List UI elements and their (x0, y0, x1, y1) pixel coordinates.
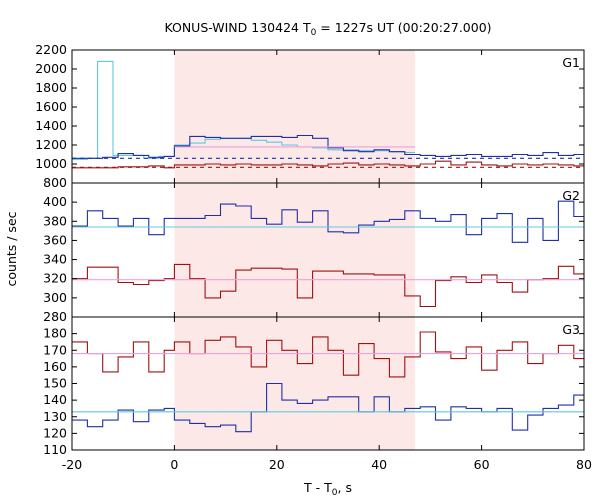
panel-series (72, 60, 584, 169)
y-tick-label: 800 (43, 175, 67, 190)
y-tick-label: 130 (43, 409, 67, 424)
y-tick-label: 140 (43, 392, 67, 407)
x-axis-label: T - T0, s (303, 480, 352, 498)
y-tick-label: 1000 (35, 156, 67, 171)
x-tick-label: 80 (576, 457, 592, 472)
y-tick-label: 160 (43, 359, 67, 374)
x-tick-label: -20 (62, 457, 82, 472)
x-tick-label: 0 (170, 457, 178, 472)
panel-g2: 280 300 320 340 360 380 400 G2 (43, 182, 585, 324)
y-tick-label: 170 (43, 342, 67, 357)
y-tick-label: 380 (43, 213, 67, 228)
panel-series (72, 200, 584, 308)
y-tick-label: 150 (43, 376, 67, 391)
x-tick-label: 40 (371, 457, 387, 472)
panel-label: G1 (562, 55, 580, 70)
y-tick-label: 2200 (35, 42, 67, 57)
y-tick-label: 1400 (35, 118, 67, 133)
y-tick-label: 340 (43, 252, 67, 267)
y-tick-label: 400 (43, 194, 67, 209)
y-tick-label: 120 (43, 425, 67, 440)
y-tick-label: 280 (43, 309, 67, 324)
panel-series (72, 331, 584, 433)
series-g3-1 (72, 382, 584, 433)
y-tick-label: 180 (43, 326, 67, 341)
chart-title: KONUS-WIND 130424 T0 = 1227s UT (00:20:2… (164, 20, 491, 38)
panel-g1: 800 1000 1200 1400 1600 1800 2000 2200 G1 (35, 42, 585, 190)
y-tick-label: 320 (43, 271, 67, 286)
panel-label: G3 (562, 322, 580, 337)
shaded-interval (174, 50, 416, 450)
panels-group: 800 1000 1200 1400 1600 1800 2000 2200 G1 280 300 3… (35, 42, 585, 457)
y-tick-label: 1600 (35, 99, 67, 114)
y-tick-label: 2000 (35, 61, 67, 76)
series-g1-1 (72, 134, 584, 159)
y-tick-label: 110 (43, 442, 67, 457)
y-tick-label: 1800 (35, 80, 67, 95)
y-tick-label: 360 (43, 232, 67, 247)
series-g1-2 (72, 160, 584, 169)
x-axis: -20 0 20 40 60 80 (62, 457, 592, 472)
y-tick-label: 300 (43, 290, 67, 305)
x-tick-label: 60 (474, 457, 490, 472)
y-tick-label: 1200 (35, 137, 67, 152)
panel-label: G2 (562, 188, 580, 203)
series-g2-0 (72, 200, 584, 243)
x-tick-label: 20 (269, 457, 285, 472)
y-axis-label: counts / sec (4, 211, 19, 286)
